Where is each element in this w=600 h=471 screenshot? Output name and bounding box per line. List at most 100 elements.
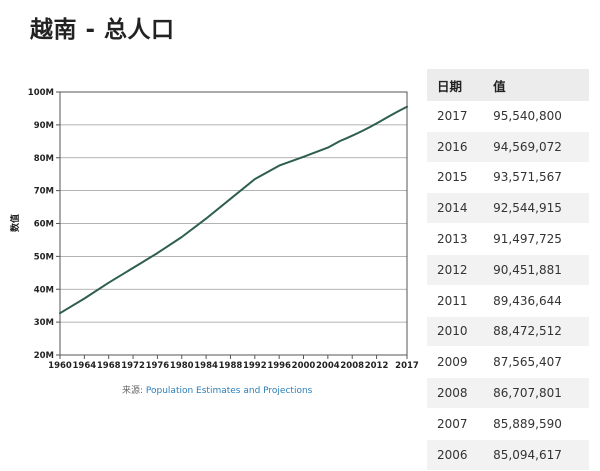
cell-date: 2012 — [427, 254, 482, 286]
x-tick-label: 1988 — [219, 361, 243, 371]
data-point — [133, 267, 134, 268]
table-row: 2011 89,436,644 — [427, 285, 589, 317]
cell-value: 85,094,617 — [481, 439, 589, 471]
data-table: 日期 值 2017 95,540,800 2016 94,569,072 2015 93,… — [427, 69, 589, 471]
cell-date: 2007 — [427, 408, 482, 440]
data-point — [279, 165, 280, 166]
cell-value: 86,707,801 — [481, 377, 589, 409]
x-tick-label: 1968 — [97, 361, 121, 371]
table-row: 2014 92,544,915 — [427, 192, 589, 225]
x-tick-label: 1972 — [121, 361, 145, 371]
data-point — [394, 113, 395, 114]
data-point — [303, 156, 304, 157]
data-point — [358, 132, 359, 133]
y-tick-label: 50M — [34, 252, 54, 262]
data-point — [382, 119, 383, 120]
page-title: 越南 - 总人口 — [30, 17, 175, 43]
data-point — [388, 116, 389, 117]
cell-date: 2017 — [427, 101, 482, 132]
data-point — [181, 236, 182, 237]
chart-grid — [60, 91, 407, 356]
y-axis-label: 数值 — [9, 214, 21, 232]
table-row: 2012 90,451,881 — [427, 254, 589, 286]
x-tick-label: 1960 — [48, 361, 72, 371]
data-point — [254, 179, 255, 180]
data-point — [59, 313, 60, 314]
data-point — [230, 198, 231, 199]
table-row: 2016 94,569,072 — [427, 131, 589, 163]
table-row: 2006 85,094,617 — [427, 439, 589, 471]
y-tick-label: 20M — [34, 351, 54, 361]
cell-date: 2011 — [427, 285, 482, 317]
cell-date: 2008 — [427, 377, 482, 409]
data-point — [346, 138, 347, 139]
data-point — [376, 123, 377, 124]
cell-date: 2006 — [427, 439, 482, 471]
source-line: 来源: Population Estimates and Projections — [122, 383, 312, 396]
y-tick-label: 60M — [34, 220, 54, 230]
cell-value: 90,451,881 — [481, 254, 589, 286]
data-point — [339, 140, 340, 141]
data-point — [400, 109, 401, 110]
data-point — [206, 218, 207, 219]
cell-value: 95,540,800 — [481, 101, 589, 132]
cell-value: 93,571,567 — [481, 162, 589, 194]
table-header-row: 日期 值 — [427, 69, 589, 101]
table-row: 2007 85,889,590 — [427, 408, 589, 440]
cell-value: 87,565,407 — [481, 346, 589, 379]
y-tick-label: 90M — [34, 121, 54, 131]
table-body: 2017 95,540,800 2016 94,569,072 2015 93,571,5… — [427, 101, 589, 471]
y-tick-label: 40M — [34, 285, 54, 295]
cell-date: 2009 — [427, 346, 482, 379]
x-tick-label: 1996 — [267, 361, 291, 371]
data-point — [364, 129, 365, 130]
cell-date: 2010 — [427, 316, 482, 348]
column-header-value: 值 — [481, 69, 589, 101]
x-tick-label: 1992 — [243, 361, 267, 371]
data-point — [108, 282, 109, 283]
x-tick-label: 1980 — [170, 361, 194, 371]
x-tick-label: 1976 — [146, 361, 170, 371]
cell-date: 2014 — [427, 192, 482, 225]
table-row: 2010 88,472,512 — [427, 316, 589, 348]
series-line — [59, 105, 408, 315]
y-tick-label: 100M — [28, 88, 54, 98]
data-point — [157, 253, 158, 254]
data-point — [84, 298, 85, 299]
cell-value: 91,497,725 — [481, 223, 589, 255]
cell-value: 92,544,915 — [481, 192, 589, 225]
x-axis-ticks: 1960 1964 1968 1972 1976 1980 1984 1988 1992 1996… — [48, 355, 419, 371]
data-point — [406, 106, 407, 107]
data-point — [370, 126, 371, 127]
y-tick-label: 30M — [34, 318, 54, 328]
x-tick-label: 2004 — [316, 361, 340, 371]
cell-value: 89,436,644 — [481, 285, 589, 317]
cell-value: 88,472,512 — [481, 316, 589, 348]
x-tick-label: 2000 — [292, 361, 316, 371]
cell-date: 2015 — [427, 162, 482, 194]
y-axis-ticks: 20M 30M 40M 50M 60M 70M 80M 90M 100M — [28, 88, 60, 361]
cell-value: 94,569,072 — [481, 131, 589, 163]
x-tick-label: 1964 — [73, 361, 97, 371]
table-row: 2008 86,707,801 — [427, 377, 589, 409]
source-label: 来源: — [122, 386, 146, 396]
table-row: 2017 95,540,800 — [427, 101, 589, 132]
x-tick-label: 2017 — [395, 361, 419, 371]
table-row: 2013 91,497,725 — [427, 223, 589, 255]
y-tick-label: 70M — [34, 187, 54, 197]
cell-date: 2013 — [427, 223, 482, 255]
y-tick-label: 80M — [34, 154, 54, 164]
series-layer — [59, 105, 408, 315]
source-link[interactable]: Population Estimates and Projections — [145, 386, 313, 396]
x-tick-label: 1984 — [194, 361, 218, 371]
table-row: 2009 87,565,407 — [427, 346, 589, 379]
data-point — [352, 135, 353, 136]
cell-date: 2016 — [427, 131, 482, 163]
data-point — [327, 147, 328, 148]
column-header-date: 日期 — [427, 69, 482, 101]
x-tick-label: 2012 — [365, 361, 389, 371]
cell-value: 85,889,590 — [481, 408, 589, 440]
table-row: 2015 93,571,567 — [427, 162, 589, 194]
x-tick-label: 2008 — [340, 361, 364, 371]
